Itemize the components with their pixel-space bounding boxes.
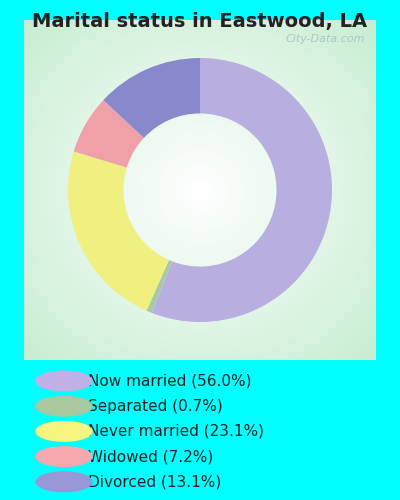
Circle shape [36, 396, 92, 416]
Wedge shape [68, 152, 169, 310]
Wedge shape [152, 58, 332, 322]
Circle shape [36, 371, 92, 391]
Text: Widowed (7.2%): Widowed (7.2%) [88, 449, 213, 464]
Text: Separated (0.7%): Separated (0.7%) [88, 398, 223, 413]
Wedge shape [103, 58, 200, 138]
Text: Divorced (13.1%): Divorced (13.1%) [88, 474, 221, 490]
Text: City-Data.com: City-Data.com [286, 34, 366, 43]
Circle shape [36, 422, 92, 441]
Circle shape [36, 447, 92, 466]
Wedge shape [146, 260, 172, 313]
Text: Never married (23.1%): Never married (23.1%) [88, 424, 264, 439]
Circle shape [36, 472, 92, 492]
Text: Marital status in Eastwood, LA: Marital status in Eastwood, LA [32, 12, 368, 32]
Text: Now married (56.0%): Now married (56.0%) [88, 374, 252, 388]
Wedge shape [74, 100, 144, 168]
